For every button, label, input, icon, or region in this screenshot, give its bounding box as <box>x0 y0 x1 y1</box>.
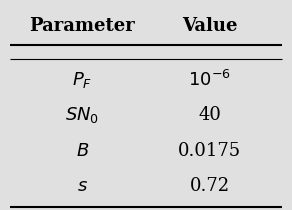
Text: $s$: $s$ <box>77 177 88 195</box>
Text: 0.0175: 0.0175 <box>178 142 241 160</box>
Text: Parameter: Parameter <box>29 17 135 35</box>
Text: $SN_0$: $SN_0$ <box>65 105 99 125</box>
Text: $B$: $B$ <box>76 142 89 160</box>
Text: Value: Value <box>182 17 237 35</box>
Text: 40: 40 <box>198 106 221 124</box>
Text: $10^{-6}$: $10^{-6}$ <box>188 70 231 90</box>
Text: 0.72: 0.72 <box>190 177 230 195</box>
Text: $P_F$: $P_F$ <box>72 70 93 90</box>
